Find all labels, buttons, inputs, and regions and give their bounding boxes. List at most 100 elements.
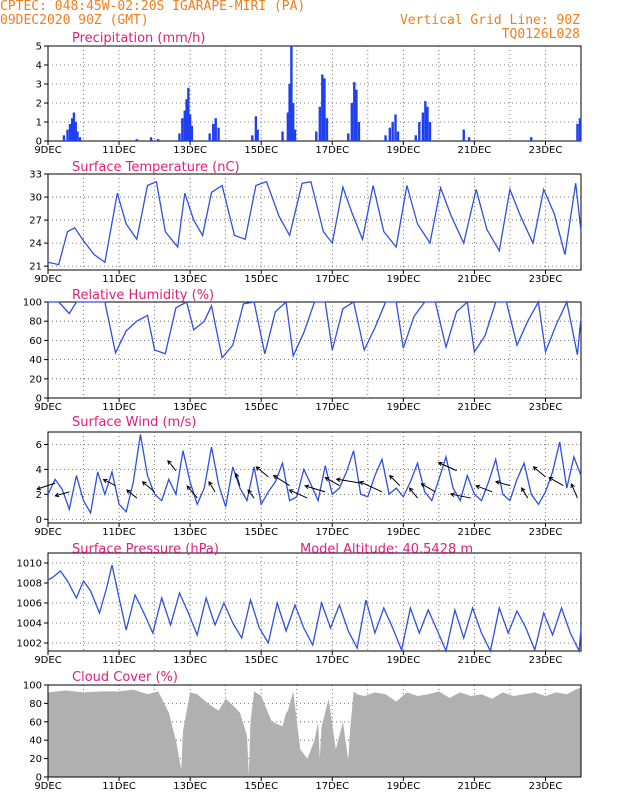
x-tick-label: 9DEC (34, 655, 61, 666)
y-tick-label: 60 (29, 717, 42, 728)
wind-arrow (359, 481, 383, 493)
x-tick-label: 15DEC (244, 655, 278, 666)
wind-arrow (289, 489, 308, 499)
precip-bar (135, 139, 139, 141)
precip-bar (185, 99, 188, 141)
y-tick-label: 5 (36, 42, 42, 53)
y-tick-label: 0 (36, 394, 42, 405)
x-tick-label: 23DEC (529, 655, 563, 666)
precip-bar (181, 118, 184, 141)
precip-bar (421, 112, 425, 141)
precip-bar (318, 106, 322, 141)
cloud-cover-area (48, 687, 581, 777)
precip-bar (578, 118, 582, 141)
precip-bar (576, 123, 579, 141)
wind-arrow-head (494, 480, 500, 485)
precip-bar (323, 78, 326, 141)
precip-bar (424, 101, 427, 141)
header-date: 09DEC2020 90Z (GMT) (0, 13, 149, 28)
wind-arrow (336, 478, 361, 484)
precip-bar (70, 118, 74, 141)
precip-bar (74, 122, 77, 141)
precip-bar (190, 125, 194, 141)
precip-bar (530, 137, 533, 141)
precip-bar (426, 106, 429, 141)
x-tick-label: 21DEC (458, 781, 492, 792)
precip-bar (66, 129, 69, 141)
precip-bar (355, 89, 358, 141)
precip-bar (396, 131, 400, 141)
wind-arrow-head (208, 480, 213, 486)
y-tick-label: 100 (23, 681, 42, 692)
wind-arrow (36, 482, 56, 490)
precip-bar (325, 118, 329, 141)
panel-1: 0 1 2 3 4 5 9DEC 11DEC 13DEC 15DEC 17DEC 19DEC 21DEC… (34, 31, 582, 156)
wind-arrow (450, 493, 471, 499)
wind-arrow (475, 485, 493, 493)
wind-arrow (255, 466, 269, 478)
header-model: TQ0126L028 (501, 27, 580, 42)
x-tick-label: 13DEC (173, 402, 207, 413)
precip-bar (347, 133, 350, 141)
precip-bar (428, 122, 432, 141)
y-tick-label: 1008 (17, 579, 42, 590)
wind-arrow-head (167, 459, 172, 465)
series-line (47, 434, 582, 515)
plot-frame-top (47, 684, 582, 778)
precip-bar (188, 114, 192, 141)
precip-bar (321, 74, 324, 141)
header-grid-line: Vertical Grid Line: 90Z (399, 13, 580, 28)
wind-arrow-head (475, 484, 481, 490)
x-tick-label: 11DEC (102, 274, 136, 285)
wind-arrow-head (389, 474, 394, 480)
y-tick-label: 6 (36, 440, 42, 451)
y-tick-label: 0 (36, 515, 42, 526)
wind-arrow (273, 475, 290, 487)
precip-bar (78, 137, 82, 141)
wind-arrow (305, 485, 326, 493)
plot-frame (47, 301, 582, 399)
y-tick-label: 1 (36, 118, 42, 129)
wind-arrow-head (54, 492, 60, 498)
x-tick-label: 9DEC (34, 145, 61, 156)
wind-arrow-head (126, 489, 131, 494)
x-tick-label: 23DEC (529, 527, 563, 538)
precip-bar (388, 127, 392, 141)
panel-title: Surface Wind (m/s) (72, 415, 196, 430)
x-tick-label: 11DEC (102, 527, 136, 538)
precip-bar (353, 82, 356, 141)
y-tick-label: 80 (29, 317, 42, 328)
precip-bar (178, 133, 181, 141)
precip-bar (76, 131, 79, 141)
wind-arrow-head (247, 489, 252, 495)
precip-bar (214, 118, 217, 141)
y-tick-label: 4 (36, 61, 42, 72)
precip-bar (418, 122, 421, 141)
precip-bar (254, 116, 258, 141)
wind-arrow-head (335, 477, 341, 482)
wind-arrow-head (521, 487, 526, 493)
x-tick-label: 17DEC (315, 781, 349, 792)
precip-bar (251, 135, 254, 141)
wind-arrow-head (102, 478, 108, 484)
x-tick-label: 21DEC (458, 274, 492, 285)
wind-arrow-head (186, 485, 192, 491)
y-tick-label: 24 (29, 239, 42, 250)
precip-bar (256, 129, 259, 141)
precip-bar (414, 135, 417, 141)
wind-arrow-head (548, 477, 554, 482)
x-tick-label: 13DEC (173, 527, 207, 538)
precip-bar (183, 110, 187, 141)
plot-frame (47, 552, 582, 652)
y-tick-label: 1006 (17, 599, 42, 610)
x-tick-label: 19DEC (386, 781, 420, 792)
y-tick-label: 40 (29, 355, 42, 366)
wind-arrow (235, 473, 241, 486)
precip-bar (72, 112, 76, 141)
y-tick-label: 1004 (17, 619, 42, 630)
x-tick-label: 9DEC (34, 781, 61, 792)
y-tick-label: 20 (29, 374, 42, 385)
x-tick-label: 19DEC (386, 274, 420, 285)
wind-arrow (247, 489, 255, 499)
